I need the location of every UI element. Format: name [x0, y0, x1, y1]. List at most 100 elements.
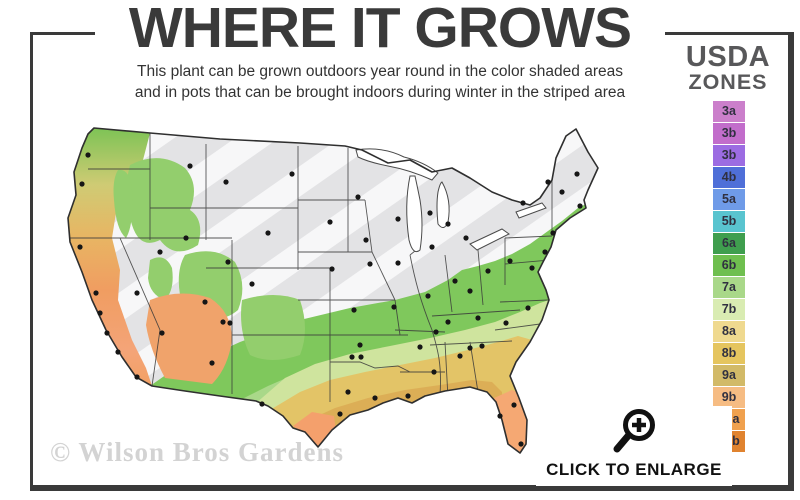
- legend-title-usda: USDA: [685, 41, 771, 73]
- zone-swatch-6a: 6a: [713, 233, 745, 254]
- city-dot: [452, 278, 458, 284]
- city-dot: [511, 402, 517, 408]
- city-dot: [345, 389, 351, 395]
- legend-title: USDA ZONES: [672, 41, 784, 94]
- city-dot: [355, 194, 361, 200]
- city-dot: [223, 179, 229, 185]
- city-dot: [79, 181, 85, 187]
- city-dot: [395, 260, 401, 266]
- city-dot: [577, 203, 583, 209]
- city-dot: [457, 353, 463, 359]
- city-dot: [445, 319, 451, 325]
- zone-swatch-8a: 8a: [713, 321, 745, 342]
- magnifier-plus-icon[interactable]: [536, 406, 732, 458]
- lake-michigan: [406, 175, 423, 253]
- city-dot: [525, 305, 531, 311]
- city-dot: [574, 171, 580, 177]
- enlarge-label[interactable]: CLICK TO ENLARGE: [546, 460, 722, 479]
- city-dot: [187, 163, 193, 169]
- city-dot: [227, 320, 233, 326]
- zone-swatch-8b: 8b: [713, 343, 745, 364]
- city-dot: [425, 293, 431, 299]
- city-dot: [431, 369, 437, 375]
- city-dot: [259, 401, 265, 407]
- city-dot: [337, 411, 343, 417]
- city-dot: [157, 249, 163, 255]
- zone-swatch-9b: 9b: [713, 387, 745, 408]
- zone-swatch-3b: 3b: [713, 145, 745, 166]
- city-dot: [358, 354, 364, 360]
- city-dot: [183, 235, 189, 241]
- lake-huron: [436, 181, 450, 228]
- city-dot: [225, 259, 231, 265]
- city-dot: [503, 320, 509, 326]
- lake-ontario: [515, 202, 547, 219]
- florida-peach: [494, 390, 528, 453]
- city-dot: [351, 307, 357, 313]
- city-dot: [159, 330, 165, 336]
- west-coast-strip: [68, 128, 152, 386]
- city-dot: [497, 413, 503, 419]
- zone-swatch-3b: 3b: [713, 123, 745, 144]
- city-dot: [545, 179, 551, 185]
- city-dot: [433, 329, 439, 335]
- city-dot: [559, 189, 565, 195]
- usa-outline: [67, 127, 599, 454]
- city-dot: [104, 330, 110, 336]
- city-dot: [93, 290, 99, 296]
- page-title: WHERE IT GROWS: [95, 0, 665, 61]
- legend-title-zones: ZONES: [688, 69, 768, 94]
- city-dot: [85, 152, 91, 158]
- zone-swatch-5a: 5a: [713, 189, 745, 210]
- city-dot: [220, 319, 226, 325]
- city-dot: [349, 354, 355, 360]
- city-dot: [467, 345, 473, 351]
- city-dot: [542, 249, 548, 255]
- city-dot: [507, 258, 513, 264]
- zone-swatch-7a: 7a: [713, 277, 745, 298]
- city-dot: [479, 343, 485, 349]
- zone-swatch-3a: 3a: [713, 101, 745, 122]
- city-dot: [518, 441, 524, 447]
- city-dot: [265, 230, 271, 236]
- city-dot: [357, 342, 363, 348]
- zone-swatch-6b: 6b: [713, 255, 745, 276]
- city-dot: [467, 288, 473, 294]
- zone-swatch-9a: 9a: [713, 365, 745, 386]
- city-dot: [134, 290, 140, 296]
- zone-swatch-4b: 4b: [713, 167, 745, 188]
- city-dot: [289, 171, 295, 177]
- state-borders: [70, 133, 553, 402]
- city-dot: [463, 235, 469, 241]
- city-dot: [363, 237, 369, 243]
- watermark: © Wilson Bros Gardens: [50, 437, 344, 467]
- city-dot: [520, 200, 526, 206]
- city-dot: [529, 265, 535, 271]
- city-dot: [372, 395, 378, 401]
- subtitle-line-2: and in pots that can be brought indoors …: [134, 83, 626, 101]
- city-dot: [395, 216, 401, 222]
- city-dots: [77, 152, 583, 447]
- city-dot: [77, 244, 83, 250]
- city-dot: [209, 360, 215, 366]
- city-dot: [367, 261, 373, 267]
- city-dot: [249, 281, 255, 287]
- city-dot: [427, 210, 433, 216]
- city-dot: [445, 221, 451, 227]
- city-dot: [327, 219, 333, 225]
- city-dot: [550, 230, 556, 236]
- city-dot: [485, 268, 491, 274]
- city-dot: [115, 349, 121, 355]
- city-dot: [134, 374, 140, 380]
- city-dot: [97, 310, 103, 316]
- zone-swatch-5b: 5b: [713, 211, 745, 232]
- zone-swatch-7b: 7b: [713, 299, 745, 320]
- lake-erie: [469, 228, 510, 251]
- city-dot: [417, 344, 423, 350]
- city-dot: [391, 304, 397, 310]
- city-dot: [405, 393, 411, 399]
- subtitle: This plant can be grown outdoors year ro…: [60, 62, 700, 104]
- click-to-enlarge-button[interactable]: CLICK TO ENLARGE: [536, 406, 732, 486]
